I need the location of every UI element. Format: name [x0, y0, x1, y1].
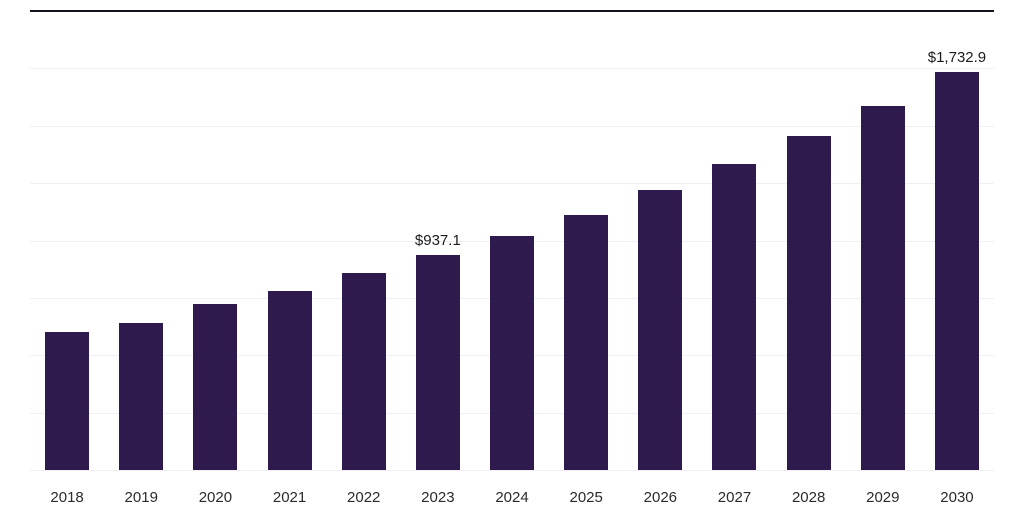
bar-column	[104, 11, 178, 470]
x-axis-label-2025: 2025	[569, 489, 603, 506]
bar-column	[549, 11, 623, 470]
bar-2024	[490, 235, 535, 470]
bar-column	[772, 11, 846, 470]
chart-top-border	[30, 10, 994, 12]
bar-column	[252, 11, 326, 470]
x-axis-label-2019: 2019	[124, 489, 158, 506]
bar-2023	[415, 254, 460, 470]
x-axis-label-2027: 2027	[717, 489, 752, 506]
bar-2026	[638, 190, 683, 470]
x-axis-label-2028: 2028	[791, 489, 826, 506]
bar-column	[30, 11, 104, 470]
x-axis-label-2022: 2022	[347, 489, 381, 506]
bar-2025	[564, 215, 609, 470]
bar-2027	[712, 163, 757, 470]
x-axis: 2018 2019 2020 2021 2022 2023 2024 2025 2026 2027…	[30, 489, 994, 506]
bar-2029	[860, 106, 905, 470]
gridline	[30, 470, 994, 471]
bar-2030	[934, 72, 979, 470]
bar-2019	[119, 322, 164, 470]
gridline	[30, 183, 994, 185]
bar-column	[846, 11, 920, 470]
x-axis-label-2026: 2026	[643, 489, 678, 506]
gridline	[30, 125, 994, 127]
plot-area: $937.1 $1,732.9	[30, 11, 994, 471]
bar-2028	[786, 136, 831, 470]
x-axis-label-2020: 2020	[198, 489, 233, 506]
x-axis-label-2024: 2024	[495, 489, 529, 506]
bar-2022	[341, 273, 386, 470]
x-axis-label-2018: 2018	[50, 489, 84, 506]
bar-2021	[267, 290, 312, 470]
bar-column: $1,732.9	[920, 11, 994, 470]
bar-column	[178, 11, 252, 470]
x-axis-label-2029: 2029	[866, 489, 900, 506]
bar-column	[475, 11, 549, 470]
x-axis-label-2023: 2023	[421, 489, 455, 506]
bars-container: $937.1 $1,732.9	[30, 11, 994, 470]
bar-column	[327, 11, 401, 470]
gridline	[30, 68, 994, 70]
x-axis-label-2030: 2030	[940, 489, 974, 506]
bar-2018	[45, 331, 90, 470]
x-axis-label-2021: 2021	[272, 489, 307, 506]
bar-value-label: $1,732.9	[927, 49, 987, 67]
bar-value-label: $937.1	[414, 231, 461, 249]
bar-column: $937.1	[401, 11, 475, 470]
bar-column	[697, 11, 771, 470]
bar-2020	[193, 304, 238, 470]
bar-column	[623, 11, 697, 470]
